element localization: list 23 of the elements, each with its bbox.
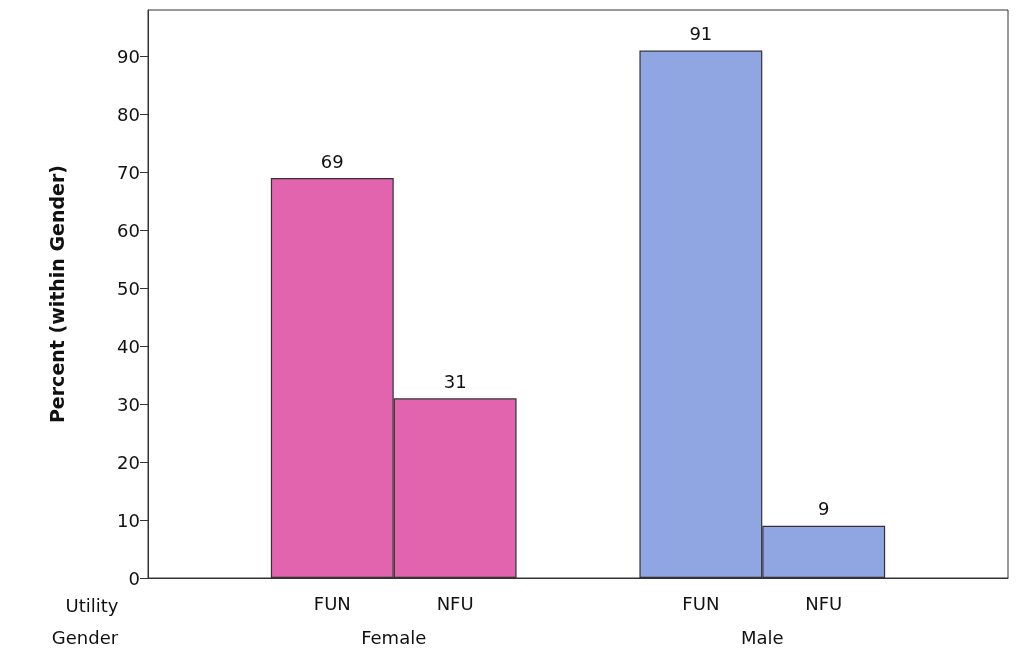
x-tick-label: FUN [682, 592, 720, 614]
y-tick-label: 90 [117, 45, 140, 67]
text: Gender [51, 626, 119, 648]
y-tick-label: 70 [117, 161, 140, 183]
data-label: 91 [689, 23, 713, 45]
data-label: 9 [817, 498, 830, 520]
y-tick-label: 80 [117, 103, 140, 125]
y-tick-label: 40 [117, 335, 140, 357]
data-label: 31 [443, 370, 467, 392]
y-axis-title: Percent (within Gender) [45, 164, 68, 424]
y-tick-label: 10 [117, 509, 140, 531]
y-tick-label: 60 [117, 219, 140, 241]
x-tick-label: NFU [436, 592, 474, 614]
data-label: 69 [320, 150, 344, 172]
y-tick-label: 0 [128, 567, 140, 589]
y-tick-label: 30 [117, 393, 140, 415]
x-tick-label: NFU [805, 592, 843, 614]
y-tick-label: 20 [117, 451, 140, 473]
x-axis-title: Utility [65, 594, 119, 616]
y-tick-label: 50 [117, 277, 140, 299]
x-tick-label: FUN [313, 592, 351, 614]
text: Male [740, 626, 784, 648]
text: Female [361, 626, 427, 648]
